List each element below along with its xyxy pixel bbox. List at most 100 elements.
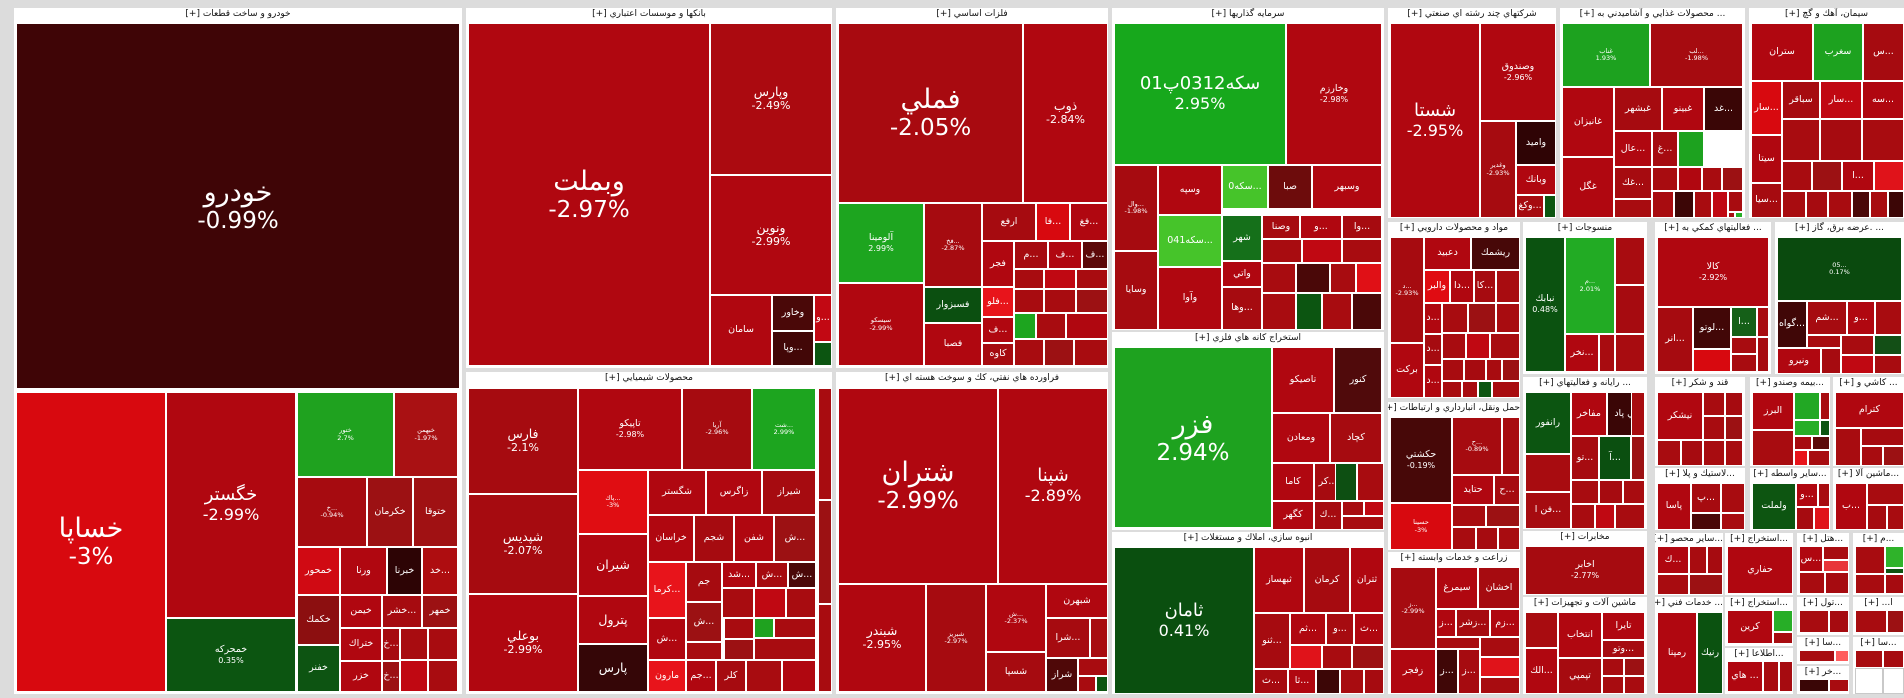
stock-tile[interactable]: ...و (814, 295, 832, 342)
stock-tile[interactable]: خمهر (422, 595, 458, 628)
sector-header[interactable]: ...بيمه وصندو [+] (1750, 377, 1830, 390)
stock-tile[interactable] (1721, 483, 1745, 513)
stock-tile[interactable]: خكمك (297, 595, 340, 645)
stock-tile[interactable]: ...ز (1436, 609, 1456, 637)
stock-tile[interactable] (1829, 679, 1849, 692)
stock-tile[interactable]: ولملت (1752, 483, 1796, 530)
stock-tile[interactable] (1731, 354, 1757, 372)
stock-tile[interactable]: ...خ (382, 661, 400, 692)
stock-tile[interactable]: ستران (1751, 23, 1813, 81)
stock-tile[interactable] (722, 588, 754, 618)
stock-tile[interactable] (1855, 610, 1887, 633)
stock-tile[interactable] (1599, 334, 1615, 372)
stock-tile[interactable]: ...وتو (1602, 640, 1645, 658)
stock-tile[interactable] (1841, 335, 1874, 355)
stock-tile[interactable]: رمپنا (1657, 612, 1697, 694)
stock-tile[interactable]: ...ب (1835, 483, 1867, 530)
sector-header[interactable]: انبوه سازي، املاك و مستغلات [+] (1112, 532, 1384, 545)
stock-tile[interactable]: ومعادن (1272, 413, 1330, 463)
stock-tile[interactable]: ...تو (1571, 436, 1599, 480)
stock-tile[interactable]: ...م 2.01% (1565, 237, 1615, 334)
stock-tile[interactable]: ...زم (1490, 609, 1520, 637)
stock-tile[interactable]: مارون (648, 660, 686, 692)
sector-header[interactable]: ماشين آلات و تجهيزات [+] (1523, 597, 1647, 610)
sector-header[interactable]: ... محصولات غذايي و آشاميدني به [+] (1560, 8, 1745, 21)
stock-tile[interactable] (1728, 191, 1743, 212)
stock-tile[interactable]: كالا -2.92% (1657, 237, 1769, 307)
stock-tile[interactable] (782, 660, 816, 692)
stock-tile[interactable]: كرين (1727, 610, 1773, 644)
stock-tile[interactable]: شراز (1046, 658, 1078, 692)
stock-tile[interactable]: شهر (1222, 215, 1262, 261)
stock-tile[interactable]: ...غد (1704, 87, 1743, 131)
stock-tile[interactable]: غگل (1562, 157, 1614, 218)
stock-tile[interactable] (1861, 428, 1904, 446)
stock-tile[interactable] (1799, 610, 1829, 633)
stock-tile[interactable] (818, 604, 832, 692)
sector-header[interactable]: ...سا [+] (1797, 637, 1849, 650)
stock-tile[interactable]: ...سيا (1751, 183, 1782, 218)
stock-tile[interactable] (1078, 676, 1096, 692)
stock-tile[interactable] (1888, 191, 1904, 218)
stock-tile[interactable] (1076, 289, 1108, 313)
stock-tile[interactable]: ...شت 2.99% (752, 388, 816, 470)
stock-tile[interactable]: والبر (1424, 270, 1450, 303)
stock-tile[interactable] (1875, 301, 1902, 335)
stock-tile[interactable] (1296, 263, 1330, 293)
sector-header[interactable]: ...هتل [+] (1797, 533, 1849, 546)
stock-tile[interactable] (1887, 505, 1904, 530)
stock-tile[interactable] (400, 628, 428, 660)
stock-tile[interactable] (1823, 546, 1849, 560)
stock-tile[interactable] (1825, 572, 1849, 594)
stock-tile[interactable]: ...شد (722, 562, 756, 588)
stock-tile[interactable] (1852, 191, 1870, 218)
stock-tile[interactable]: واتي (1222, 261, 1262, 287)
stock-tile[interactable] (1544, 195, 1556, 218)
sector-header[interactable]: محصولات شيميايي [+] (466, 372, 832, 385)
stock-tile[interactable]: ...دا (1450, 270, 1474, 303)
stock-tile[interactable] (1757, 307, 1769, 337)
stock-tile[interactable]: ...ف (1048, 241, 1082, 269)
stock-tile[interactable]: حفاري (1727, 546, 1793, 594)
stock-tile[interactable]: فصبا (924, 323, 982, 366)
sector-header[interactable]: شركتهاي چند رشته اي صنعتي [+] (1388, 8, 1556, 21)
stock-tile[interactable] (1342, 501, 1364, 516)
stock-tile[interactable] (1044, 289, 1076, 313)
stock-tile[interactable] (1335, 463, 1357, 501)
stock-tile[interactable] (1595, 504, 1615, 529)
stock-tile[interactable]: ...ك (1657, 546, 1689, 574)
stock-tile[interactable]: ...پ (1691, 483, 1721, 513)
stock-tile[interactable] (1841, 355, 1874, 374)
sector-header[interactable]: زراعت و خدمات وابسته [+] (1388, 552, 1520, 565)
stock-tile[interactable]: زاگرس (706, 470, 762, 515)
stock-tile[interactable]: كنور (1334, 347, 1382, 413)
stock-tile[interactable] (1806, 191, 1828, 218)
stock-tile[interactable] (1799, 679, 1829, 692)
stock-tile[interactable] (1490, 333, 1520, 359)
stock-tile[interactable]: ختور 2.7% (297, 392, 394, 477)
stock-tile[interactable]: ...ش (686, 602, 722, 642)
stock-tile[interactable] (1823, 560, 1849, 572)
stock-tile[interactable] (1496, 303, 1520, 333)
stock-tile[interactable]: ...غك (1614, 167, 1652, 199)
stock-tile[interactable] (1721, 513, 1745, 530)
stock-tile[interactable] (1262, 239, 1302, 263)
stock-tile[interactable]: واميد (1516, 121, 1556, 165)
stock-tile[interactable]: شبهرن (1046, 584, 1108, 618)
stock-tile[interactable]: وسبهر (1312, 165, 1382, 209)
stock-tile[interactable]: ...ش (648, 618, 686, 660)
stock-tile[interactable]: ...ف (1082, 241, 1108, 269)
stock-tile[interactable] (1478, 381, 1492, 398)
stock-tile[interactable] (1496, 270, 1520, 303)
stock-tile[interactable]: ...فن ا (1525, 492, 1571, 529)
sector-header[interactable]: ...اطلاعا [+] (1725, 648, 1793, 661)
stock-tile[interactable]: ...كا (1474, 270, 1496, 303)
stock-tile[interactable]: كگهر (1272, 501, 1314, 530)
stock-tile[interactable] (686, 642, 722, 660)
stock-tile[interactable] (1870, 191, 1888, 218)
stock-tile[interactable] (1342, 239, 1382, 263)
sector-header[interactable]: قند و شكر [+] (1655, 377, 1745, 390)
stock-tile[interactable] (1480, 637, 1520, 657)
stock-tile[interactable]: حتايد (1452, 475, 1494, 505)
stock-tile[interactable]: سيسكو -2.99% (838, 283, 924, 366)
